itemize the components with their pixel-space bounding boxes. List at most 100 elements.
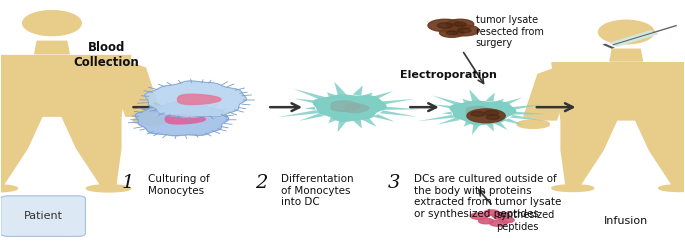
- FancyBboxPatch shape: [1, 196, 86, 236]
- Circle shape: [486, 115, 500, 120]
- Ellipse shape: [86, 185, 131, 192]
- Text: Patient: Patient: [23, 211, 62, 221]
- Polygon shape: [327, 92, 337, 97]
- Circle shape: [440, 28, 464, 37]
- Polygon shape: [418, 115, 455, 121]
- Polygon shape: [165, 115, 206, 124]
- Circle shape: [471, 213, 488, 219]
- Text: 3: 3: [388, 174, 401, 192]
- Circle shape: [428, 19, 462, 32]
- Polygon shape: [380, 99, 414, 105]
- Polygon shape: [472, 123, 482, 135]
- Text: Infusion: Infusion: [604, 216, 648, 226]
- Circle shape: [485, 110, 499, 115]
- Polygon shape: [295, 99, 319, 104]
- Polygon shape: [372, 114, 395, 122]
- Polygon shape: [493, 122, 508, 130]
- Polygon shape: [371, 91, 393, 99]
- Circle shape: [449, 25, 479, 36]
- Ellipse shape: [552, 185, 594, 191]
- Polygon shape: [486, 92, 495, 101]
- Polygon shape: [338, 119, 348, 132]
- Polygon shape: [363, 92, 373, 97]
- Polygon shape: [469, 89, 480, 101]
- Polygon shape: [331, 101, 360, 111]
- Polygon shape: [145, 81, 247, 117]
- Polygon shape: [177, 94, 221, 105]
- Text: Differentation
of Monocytes
into DC: Differentation of Monocytes into DC: [281, 174, 353, 207]
- Polygon shape: [485, 123, 494, 131]
- Ellipse shape: [517, 120, 549, 128]
- Text: 2: 2: [255, 174, 267, 192]
- Circle shape: [447, 19, 474, 29]
- Polygon shape: [495, 99, 503, 103]
- Polygon shape: [437, 118, 460, 124]
- Polygon shape: [328, 118, 338, 123]
- Polygon shape: [450, 101, 516, 124]
- Circle shape: [490, 220, 508, 226]
- Text: DCs are cultured outside of
the body with proteins
extracted from tumor lysate
o: DCs are cultured outside of the body wit…: [414, 174, 562, 219]
- Polygon shape: [384, 107, 421, 110]
- Text: synthesized
peptides: synthesized peptides: [497, 210, 555, 232]
- Polygon shape: [524, 66, 571, 120]
- Polygon shape: [602, 44, 615, 49]
- Polygon shape: [314, 95, 386, 121]
- Ellipse shape: [599, 20, 654, 44]
- Polygon shape: [561, 120, 617, 186]
- Ellipse shape: [133, 116, 168, 125]
- Text: 1: 1: [122, 174, 134, 192]
- Polygon shape: [62, 116, 121, 186]
- Polygon shape: [503, 119, 524, 125]
- Text: Electroporation: Electroporation: [400, 70, 497, 80]
- Circle shape: [493, 212, 510, 219]
- Ellipse shape: [23, 11, 82, 36]
- Polygon shape: [345, 104, 369, 113]
- Polygon shape: [299, 113, 325, 121]
- Polygon shape: [379, 110, 417, 117]
- Circle shape: [467, 109, 506, 123]
- Polygon shape: [501, 97, 523, 105]
- Polygon shape: [478, 109, 500, 117]
- Polygon shape: [352, 119, 362, 128]
- Polygon shape: [510, 115, 544, 121]
- Circle shape: [471, 111, 485, 116]
- Polygon shape: [609, 31, 658, 47]
- Ellipse shape: [0, 185, 18, 192]
- Polygon shape: [450, 101, 516, 124]
- Polygon shape: [0, 116, 42, 186]
- Circle shape: [479, 218, 494, 224]
- Polygon shape: [682, 66, 685, 120]
- Polygon shape: [610, 49, 643, 61]
- Circle shape: [458, 28, 471, 33]
- Polygon shape: [433, 104, 456, 109]
- Text: Culturing of
Monocytes: Culturing of Monocytes: [148, 174, 210, 196]
- Polygon shape: [135, 102, 229, 136]
- Polygon shape: [462, 99, 471, 103]
- Polygon shape: [466, 107, 493, 116]
- Polygon shape: [0, 56, 131, 116]
- Polygon shape: [361, 118, 377, 127]
- Polygon shape: [442, 112, 452, 115]
- Polygon shape: [432, 95, 462, 106]
- Polygon shape: [636, 120, 685, 186]
- Polygon shape: [304, 107, 315, 110]
- Polygon shape: [35, 41, 69, 54]
- Polygon shape: [111, 59, 160, 116]
- Polygon shape: [334, 82, 347, 95]
- Circle shape: [437, 23, 453, 28]
- Text: tumor lysate
resected from
surgery: tumor lysate resected from surgery: [476, 15, 544, 48]
- Circle shape: [454, 22, 466, 26]
- Polygon shape: [552, 63, 685, 120]
- Polygon shape: [353, 85, 363, 95]
- Polygon shape: [277, 110, 319, 117]
- Polygon shape: [511, 105, 542, 110]
- Polygon shape: [314, 95, 386, 121]
- Text: Blood
Collection: Blood Collection: [74, 41, 140, 69]
- Polygon shape: [293, 89, 327, 100]
- Ellipse shape: [659, 185, 685, 191]
- Circle shape: [484, 210, 499, 215]
- Circle shape: [447, 31, 458, 35]
- Polygon shape: [464, 122, 473, 126]
- Circle shape: [499, 217, 514, 223]
- Polygon shape: [513, 112, 547, 115]
